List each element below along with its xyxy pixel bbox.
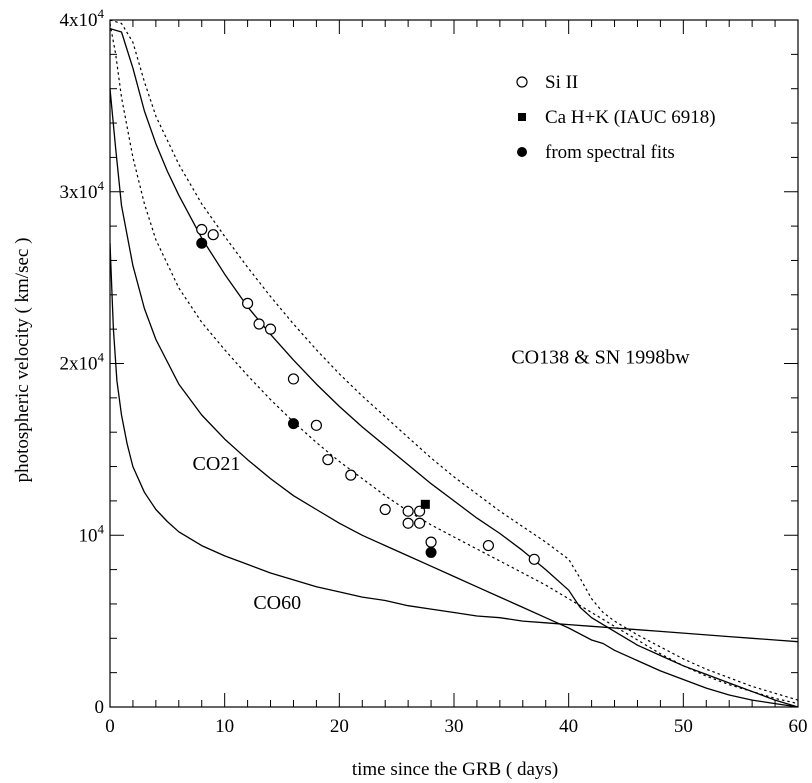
legend-label: Ca H+K (IAUC 6918) — [545, 107, 716, 128]
si-ii-point — [379, 503, 391, 516]
curve-annotations: CO138 & SN 1998bw CO21 CO60 — [193, 347, 691, 615]
y-axis-label: photospheric velocity ( km/sec ) — [12, 238, 33, 483]
y-tick-base: 0 — [95, 697, 105, 718]
x-tick-label: 30 — [445, 716, 464, 737]
y-tick-base: 3x10 — [60, 182, 98, 203]
si-ii-point — [402, 505, 414, 517]
ca-hk-point — [420, 499, 430, 509]
curve-annotation: CO138 & SN 1998bw — [511, 347, 690, 369]
y-tick-exponent: 4 — [98, 521, 105, 536]
si-ii-point — [196, 223, 208, 236]
y-tick-base: 4x10 — [60, 10, 98, 31]
data-markers — [196, 223, 540, 565]
si-ii-point — [482, 539, 494, 552]
si-ii-point — [207, 229, 219, 241]
x-tick-label: 50 — [674, 716, 693, 737]
y-tick-base: 10 — [79, 525, 98, 546]
series-line-1 — [110, 27, 798, 707]
x-tick-label: 20 — [330, 716, 349, 737]
si-ii-point — [528, 553, 540, 565]
si-ii-point — [322, 454, 334, 466]
curve-annotation: CO60 — [253, 592, 301, 614]
y-tick-label: 104 — [79, 521, 105, 546]
si-ii-point — [345, 469, 357, 481]
si-ii-point — [287, 373, 300, 385]
x-tick-label: 10 — [215, 716, 234, 737]
y-tick-base: 2x10 — [60, 354, 98, 375]
y-tick-label: 4x104 — [60, 6, 105, 31]
legend-marker-filled-circle — [517, 147, 527, 157]
y-tick-label: 3x104 — [60, 178, 105, 203]
spectral-fit-point — [196, 237, 208, 249]
legend-marker-open-circle — [516, 76, 528, 88]
si-ii-point — [242, 297, 254, 309]
legend-label: from spectral fits — [545, 142, 675, 163]
x-axis-label: time since the GRB ( days) — [352, 759, 558, 780]
series-line-2 — [110, 20, 798, 701]
y-tick-label: 0 — [95, 697, 105, 718]
curve-annotation: CO21 — [193, 453, 241, 475]
x-tick-label: 0 — [105, 716, 115, 737]
series-line-5 — [110, 243, 798, 643]
legend-marker-square — [518, 113, 526, 121]
x-tick-label: 60 — [789, 716, 808, 737]
spectral-fit-point — [425, 546, 437, 558]
legend: Si II Ca H+K (IAUC 6918) from spectral fit… — [516, 72, 716, 163]
si-ii-point — [402, 517, 414, 529]
y-tick-label: 2x104 — [60, 350, 105, 375]
spectral-fit-point — [287, 418, 299, 430]
axis-frame — [109, 19, 799, 708]
y-tick-exponent: 4 — [98, 350, 105, 365]
y-tick-exponent: 4 — [98, 6, 105, 21]
si-ii-point — [253, 318, 265, 330]
series-line-4 — [110, 88, 798, 707]
y-tick-exponent: 4 — [98, 178, 105, 193]
x-tick-label: 40 — [559, 716, 578, 737]
legend-label: Si II — [545, 72, 578, 93]
si-ii-point — [425, 536, 437, 548]
si-ii-point — [414, 517, 426, 529]
si-ii-point — [310, 419, 322, 431]
si-ii-point — [264, 323, 277, 335]
